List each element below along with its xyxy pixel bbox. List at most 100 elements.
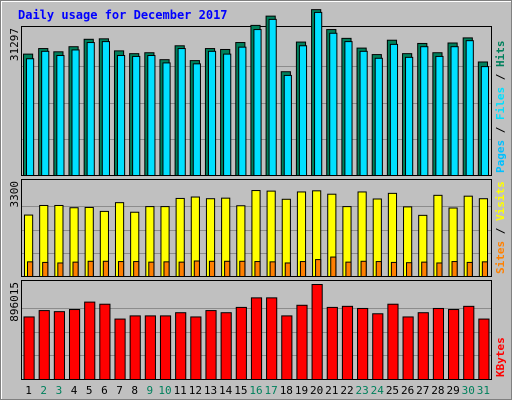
bar-sites — [436, 262, 443, 277]
bar-files — [207, 50, 217, 176]
bar-kbytes — [357, 307, 369, 381]
x-tick-label: 20 — [310, 384, 323, 397]
x-tick-label: 17 — [265, 384, 278, 397]
bar-kbytes — [190, 316, 202, 381]
bar-sites — [284, 262, 291, 277]
bar-sites — [451, 261, 458, 277]
x-tick-label: 27 — [416, 384, 429, 397]
bar-kbytes — [235, 306, 247, 380]
bar-kbytes — [326, 306, 338, 380]
bar-sites — [148, 261, 155, 277]
bar-files — [177, 48, 186, 176]
bar-files — [435, 55, 444, 177]
bar-files — [298, 45, 308, 177]
bar-sites — [87, 260, 94, 278]
x-tick-label: 11 — [174, 384, 187, 397]
bar-sites — [299, 261, 307, 277]
x-tick-label: 5 — [86, 384, 93, 397]
bar-files — [147, 55, 156, 177]
x-tick-label: 10 — [158, 384, 171, 397]
bar-files — [162, 62, 171, 176]
bar-kbytes — [266, 297, 278, 381]
middle-series-label: Sites / Visits — [494, 181, 507, 274]
x-tick-label: 7 — [116, 384, 123, 397]
x-tick-label: 14 — [219, 384, 233, 397]
bar-files — [283, 74, 292, 176]
bar-files — [314, 11, 323, 176]
x-tick-label: 30 — [462, 384, 475, 397]
bar-kbytes — [53, 311, 65, 380]
bar-sites — [330, 256, 337, 277]
bar-sites — [239, 260, 246, 278]
bar-sites — [57, 262, 64, 277]
bar-sites — [163, 261, 170, 278]
bar-kbytes — [159, 315, 172, 380]
middle-series-label-sites: Sites — [494, 241, 507, 274]
bar-kbytes — [99, 303, 111, 380]
bar-kbytes — [417, 312, 429, 381]
bar-sites — [224, 260, 231, 278]
bottom-max-label: 896015 — [8, 282, 21, 322]
bar-sites — [421, 261, 428, 277]
x-tick-label: 22 — [340, 384, 353, 397]
bar-files — [238, 46, 247, 177]
bar-kbytes — [296, 304, 308, 381]
bar-files — [132, 55, 141, 177]
chart-panels: 31297 Pages / Files / Hits 3300 Sites / Vis… — [8, 9, 507, 381]
top-max-label: 31297 — [8, 28, 21, 61]
bar-files — [480, 66, 490, 176]
bar-files — [253, 29, 262, 176]
x-tick-label: 29 — [446, 384, 459, 397]
bar-files — [86, 42, 95, 176]
middle-series-label-separator: / — [494, 221, 507, 241]
x-tick-label: 16 — [249, 384, 262, 397]
bar-files — [405, 56, 414, 176]
bar-kbytes — [114, 318, 126, 380]
x-tick-label: 3 — [56, 384, 63, 397]
bar-sites — [269, 261, 276, 278]
x-tick-label: 1 — [25, 384, 32, 397]
x-tick-label: 4 — [71, 384, 78, 397]
x-tick-label: 21 — [325, 384, 338, 397]
bar-files — [26, 58, 35, 176]
top-series-label-hits: Hits — [494, 41, 507, 68]
bar-files — [268, 18, 277, 177]
bar-kbytes — [144, 315, 156, 380]
bar-sites — [466, 261, 473, 277]
bar-kbytes — [387, 303, 399, 380]
bar-kbytes — [129, 315, 141, 380]
x-tick-label: 8 — [131, 384, 138, 397]
top-series-label: Pages / Files / Hits — [494, 41, 507, 174]
bar-sites — [481, 261, 489, 278]
bar-sites — [360, 260, 367, 278]
middle-panel: 3300 Sites / Visits — [8, 179, 507, 278]
bar-files — [420, 46, 429, 177]
x-tick-label: 12 — [189, 384, 202, 397]
x-tick-label: 2 — [40, 384, 47, 397]
top-series-label-separator: / — [494, 67, 507, 87]
top-series-label-pages: Pages — [494, 140, 507, 173]
bar-sites — [345, 261, 352, 277]
bar-files — [465, 40, 474, 176]
bar-files — [116, 55, 126, 177]
bar-files — [223, 53, 232, 176]
top-series-label-files: Files — [494, 87, 507, 120]
middle-max-label: 3300 — [8, 181, 21, 208]
bar-files — [450, 46, 459, 177]
bar-files — [359, 50, 368, 176]
bar-files — [41, 50, 50, 176]
bar-kbytes — [38, 310, 50, 380]
bar-kbytes — [250, 297, 263, 381]
bar-sites — [42, 261, 49, 277]
x-axis-labels: 1 2 3 4 5 6 7 8 9 10 11 12 13 14 15 16 17 18 19 20 21 22 23 24 2… — [25, 384, 490, 397]
chart-title: Daily usage for December 2017 — [18, 8, 228, 22]
bar-files — [389, 43, 399, 177]
bar-kbytes — [432, 307, 445, 381]
x-tick-label: 24 — [371, 384, 385, 397]
middle-series-label-visits: Visits — [494, 181, 507, 221]
bar-sites — [315, 259, 322, 278]
bar-sites — [254, 261, 261, 277]
bar-sites — [133, 261, 140, 277]
x-tick-label: 9 — [147, 384, 154, 397]
bar-files — [344, 41, 353, 176]
